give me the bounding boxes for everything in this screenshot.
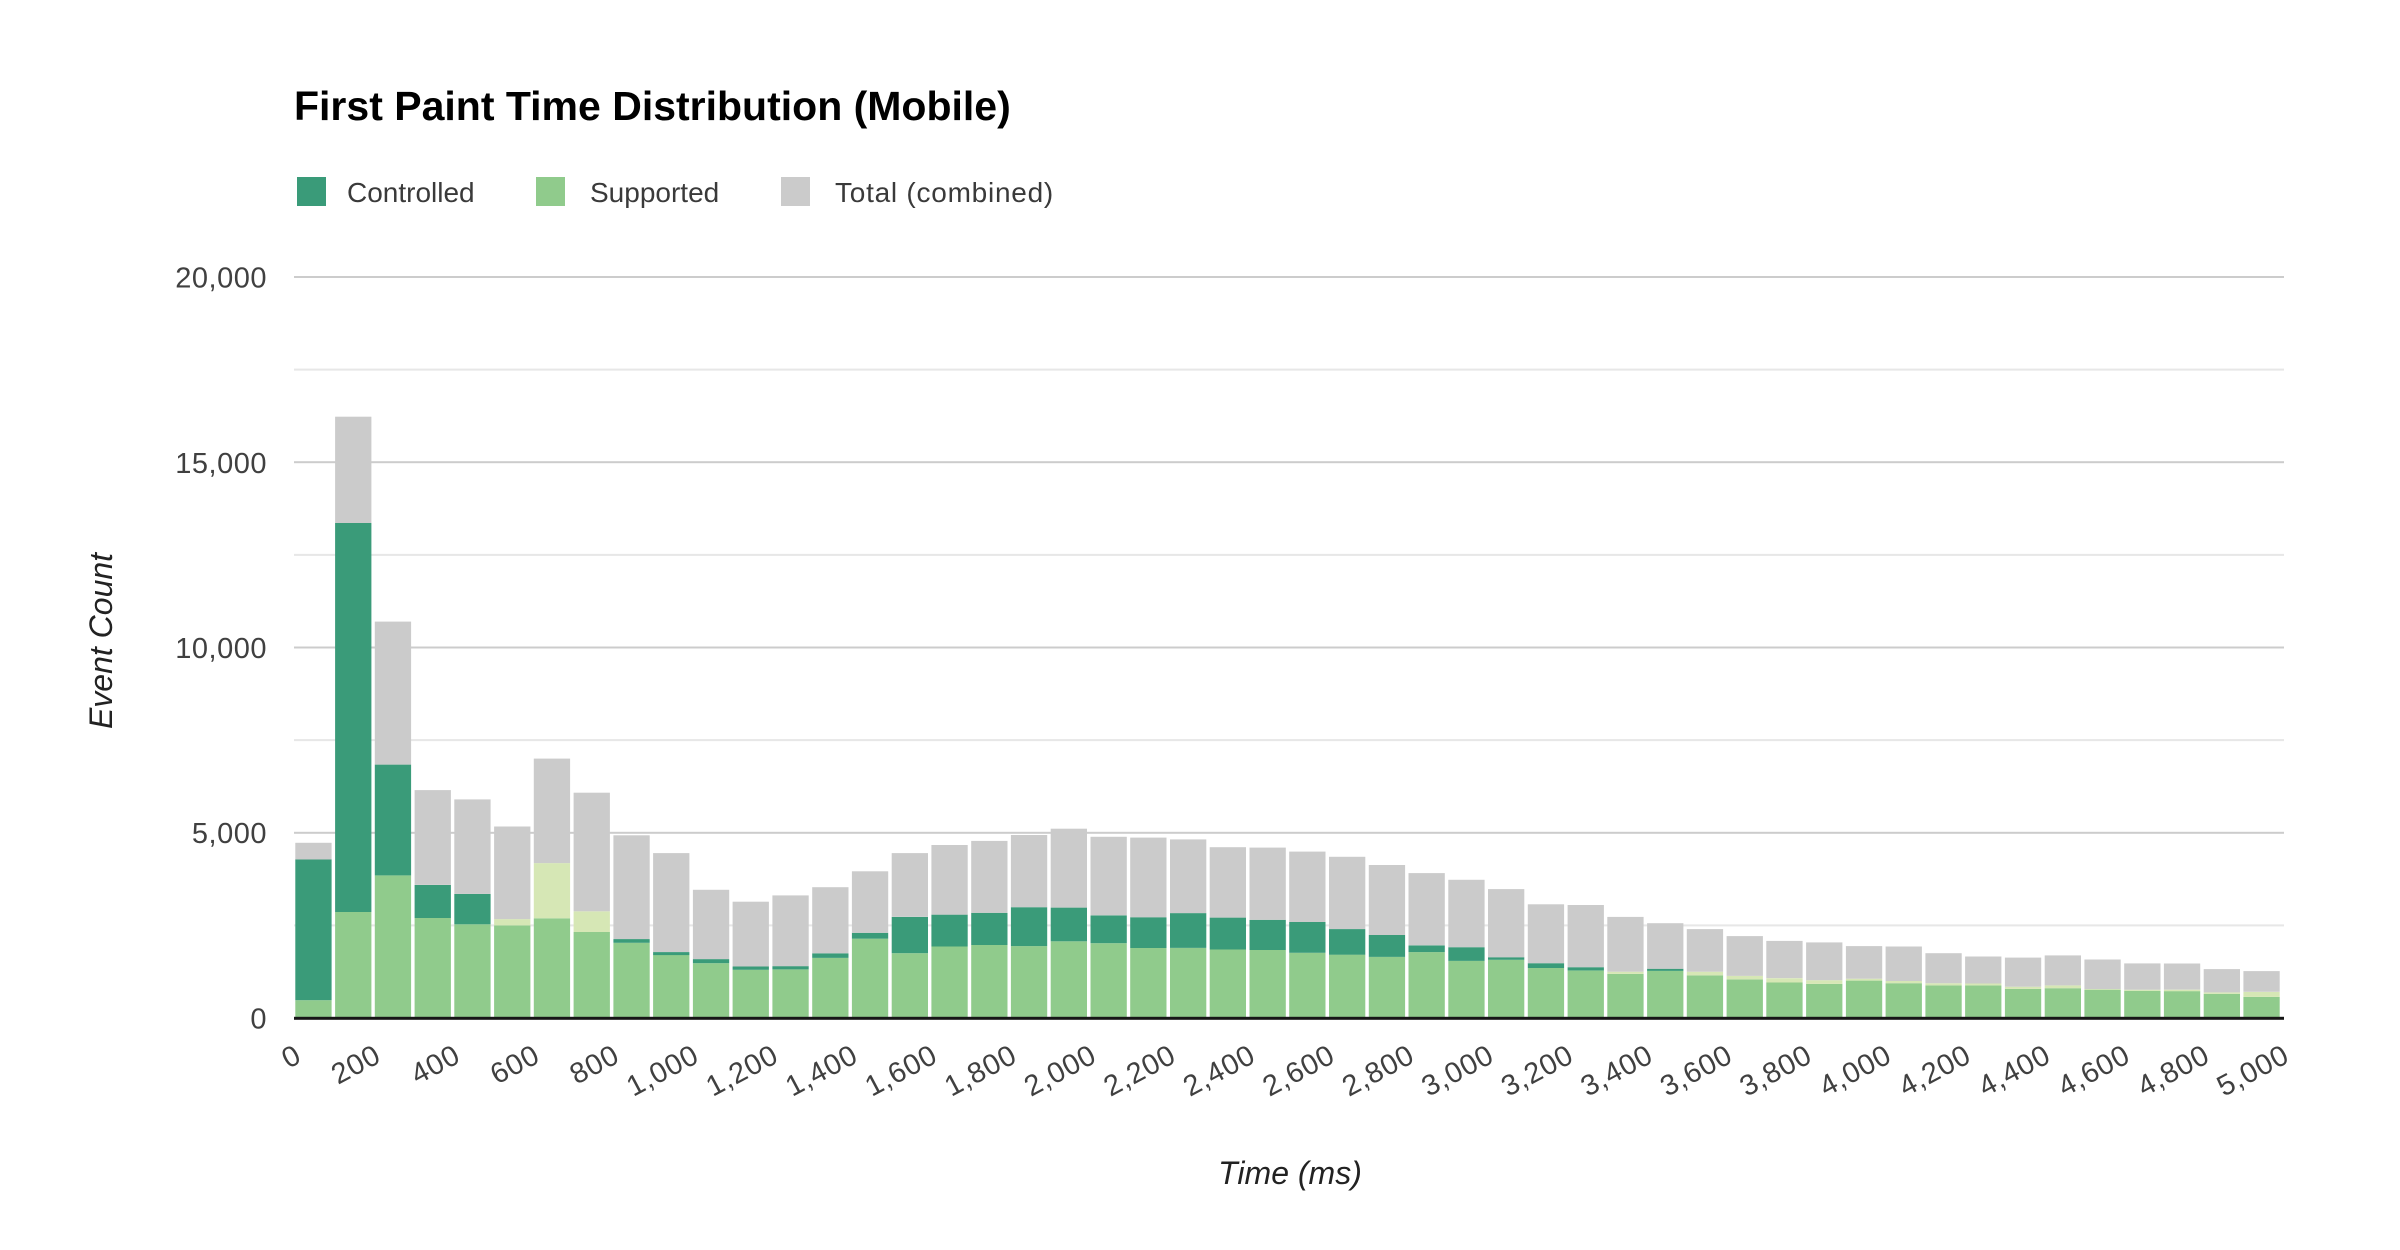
svg-text:Supported: Supported [590,177,719,208]
svg-text:15,000: 15,000 [175,448,267,480]
svg-text:Time (ms): Time (ms) [1218,1155,1362,1191]
svg-text:First Paint Time Distribution: First Paint Time Distribution (Mobile) [294,83,1011,129]
svg-text:5,000: 5,000 [192,818,267,850]
svg-text:20,000: 20,000 [175,263,267,295]
svg-text:10,000: 10,000 [175,633,267,665]
svg-text:Event Count: Event Count [83,552,119,729]
svg-text:Total (combined): Total (combined) [835,177,1054,208]
svg-text:Controlled: Controlled [347,177,475,208]
svg-text:0: 0 [250,1004,267,1036]
